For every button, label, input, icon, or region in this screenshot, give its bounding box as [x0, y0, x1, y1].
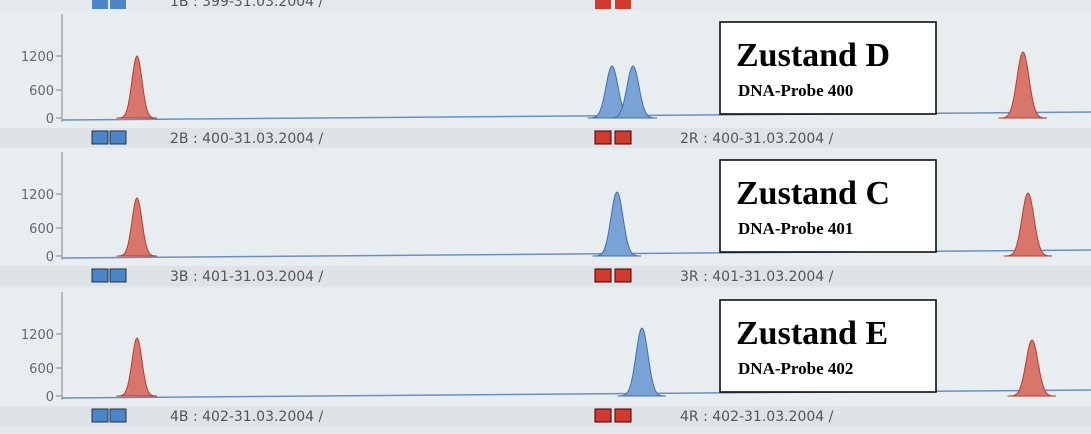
left-label: 4B : 402-31.03.2004 / [170, 409, 324, 425]
blue-icon [92, 131, 108, 144]
blue-icon [92, 409, 108, 422]
red-icon [595, 131, 611, 144]
box-subtitle: DNA-Probe 402 [738, 359, 853, 378]
blue-icon [110, 269, 126, 282]
red-icon [595, 269, 611, 282]
y-tick-label: 600 [29, 84, 54, 99]
footer [0, 406, 1091, 426]
blue-icon [92, 269, 108, 282]
blue-icon [110, 131, 126, 144]
right-label: 2R : 400-31.03.2004 / [680, 131, 834, 147]
y-tick-label: 600 [29, 362, 54, 377]
box-title: Zustand E [736, 315, 888, 352]
left-label: 2B : 400-31.03.2004 / [170, 131, 324, 147]
y-tick-label: 1200 [21, 188, 54, 203]
red-icon [615, 0, 631, 9]
box-subtitle: DNA-Probe 401 [738, 219, 853, 238]
blue-icon [110, 0, 126, 9]
screen: 1B : 399-31.03.2004 / 1200 600 0 Zustand D D… [0, 0, 1091, 434]
red-icon [615, 409, 631, 422]
red-icon [595, 409, 611, 422]
blue-icon [92, 0, 108, 9]
y-tick-label: 0 [46, 390, 54, 405]
y-tick-label: 600 [29, 222, 54, 237]
box-title: Zustand C [736, 175, 890, 212]
box-title: Zustand D [736, 37, 890, 74]
top-label: 1B : 399-31.03.2004 / [170, 0, 324, 10]
red-icon [615, 269, 631, 282]
left-label: 3B : 401-31.03.2004 / [170, 269, 324, 285]
y-tick-label: 1200 [21, 50, 54, 65]
y-tick-label: 0 [46, 250, 54, 265]
footer [0, 266, 1091, 286]
box-subtitle: DNA-Probe 400 [738, 81, 853, 100]
y-tick-label: 0 [46, 112, 54, 127]
y-tick-label: 1200 [21, 328, 54, 343]
right-label: 4R : 402-31.03.2004 / [680, 409, 834, 425]
footer [0, 128, 1091, 148]
right-label: 3R : 401-31.03.2004 / [680, 269, 834, 285]
red-icon [595, 0, 611, 9]
blue-icon [110, 409, 126, 422]
red-icon [615, 131, 631, 144]
